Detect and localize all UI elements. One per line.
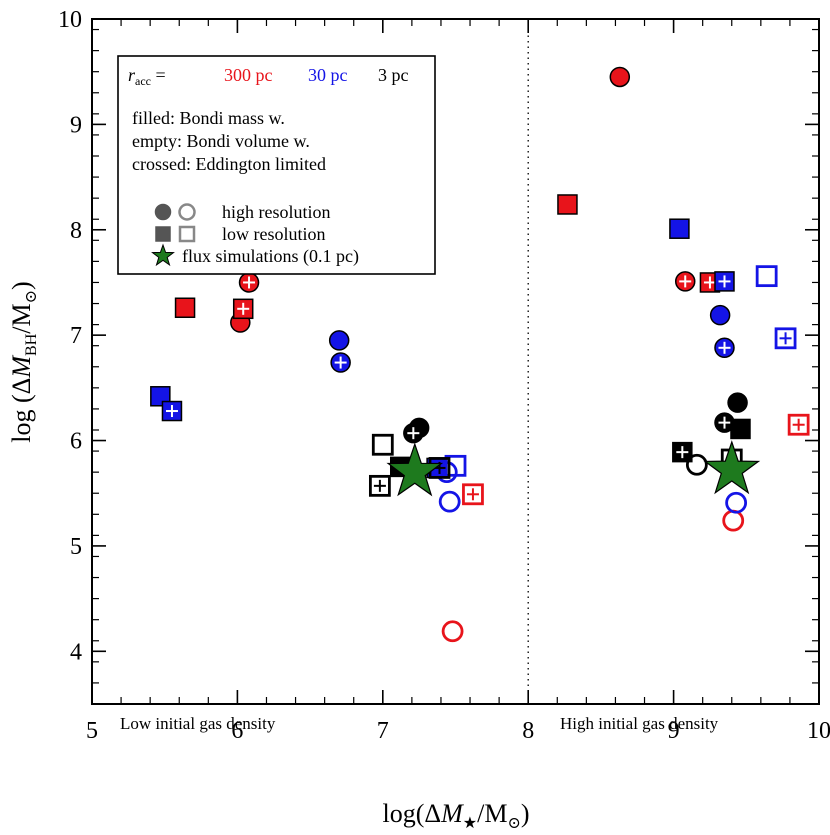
region-label-high: High initial gas density — [560, 714, 719, 733]
marker-circle-filled-3pc — [727, 392, 748, 413]
marker-square-empty-3pc-crossed — [368, 474, 391, 497]
legend-filled-circle-icon — [154, 203, 172, 221]
legend-racc-sub: acc — [135, 74, 151, 88]
legend-racc-label: racc = — [128, 65, 166, 88]
x-tick-label: 6 — [231, 718, 243, 744]
y-axis-title-unit: /M — [7, 303, 36, 333]
plot-frame — [91, 18, 820, 705]
y-tick-label: 10 — [58, 7, 82, 33]
marker-star-flux-simulation — [703, 440, 761, 495]
marker-square-empty-30pc — [444, 454, 467, 477]
marker-circle-empty-3pc — [685, 453, 708, 476]
marker-square-empty-30pc — [755, 265, 778, 288]
legend-racc-300: 300 pc — [224, 65, 273, 85]
x-axis-title-m: M — [440, 799, 464, 828]
x-tick-label: 7 — [377, 718, 389, 744]
legend-crossed-line: crossed: Eddington limited — [132, 154, 326, 174]
marker-circle-filled-300pc — [609, 66, 631, 88]
legend-low-res: low resolution — [222, 224, 326, 244]
y-axis-title-sub: BH — [23, 333, 40, 356]
legend-empty-square-icon — [178, 225, 196, 243]
legend-empty-line: empty: Bondi volume w. — [132, 131, 310, 151]
x-tick-label: 8 — [522, 718, 534, 744]
region-label-low: Low initial gas density — [120, 714, 276, 733]
y-axis-title-close: ) — [7, 281, 36, 290]
legend-high-res: high resolution — [222, 202, 331, 222]
x-axis-title: log(ΔM★/M⊙) — [382, 799, 529, 832]
legend-frame — [117, 55, 436, 275]
y-axis-title: log (ΔMBH/M⊙) — [7, 281, 40, 442]
marker-circle-empty-30pc — [438, 490, 461, 513]
y-tick-label: 9 — [70, 112, 82, 138]
marker-square-filled-3pc — [730, 418, 751, 440]
marker-circle-empty-30pc — [725, 491, 748, 514]
x-axis-title-close: ) — [521, 799, 530, 828]
x-tick-label: 10 — [807, 718, 830, 744]
marker-star-flux-simulation — [386, 442, 444, 497]
marker-square-filled-300pc — [557, 194, 578, 215]
marker-square-empty-300pc-crossed — [787, 413, 810, 436]
legend-empty-circle-icon — [178, 203, 196, 221]
x-tick-label: 9 — [668, 718, 680, 744]
marker-circle-empty-300pc — [441, 620, 464, 643]
y-tick-label: 8 — [70, 218, 82, 244]
y-axis-title-m: M — [7, 355, 36, 379]
legend-racc-eq: = — [151, 65, 166, 85]
y-tick-label: 4 — [70, 639, 82, 665]
legend-flux: flux simulations (0.1 pc) — [182, 246, 359, 267]
marker-square-empty-300pc-crossed — [462, 483, 484, 506]
marker-square-filled-300pc — [174, 297, 196, 319]
x-axis-title-unit-sub: ⊙ — [507, 815, 520, 832]
legend-filled-line: filled: Bondi mass w. — [132, 108, 285, 128]
x-tick-label: 5 — [86, 718, 98, 744]
x-axis-title-pre: log(Δ — [382, 799, 441, 828]
marker-square-filled-30pc — [669, 218, 690, 239]
y-tick-label: 6 — [70, 429, 82, 455]
y-tick-label: 5 — [70, 534, 82, 560]
marker-circle-filled-30pc — [709, 304, 731, 326]
legend-racc-symbol: r — [128, 65, 136, 85]
marker-square-empty-30pc-crossed — [774, 327, 797, 350]
x-axis-title-unit: /M — [477, 799, 507, 828]
marker-square-empty-3pc — [371, 433, 394, 456]
y-axis-title-unit-sub: ⊙ — [23, 290, 40, 303]
legend-racc-3: 3 pc — [378, 65, 409, 85]
y-axis-title-pre: log (Δ — [7, 378, 36, 443]
marker-circle-filled-30pc — [328, 330, 350, 351]
legend-filled-square-icon — [155, 226, 171, 242]
y-tick-label: 7 — [70, 323, 82, 349]
legend-racc-30: 30 pc — [308, 65, 348, 85]
x-axis-title-sub: ★ — [463, 815, 477, 832]
legend-star-icon — [151, 243, 175, 267]
legend: racc = 300 pc 30 pc 3 pc filled: Bondi m… — [117, 55, 436, 275]
